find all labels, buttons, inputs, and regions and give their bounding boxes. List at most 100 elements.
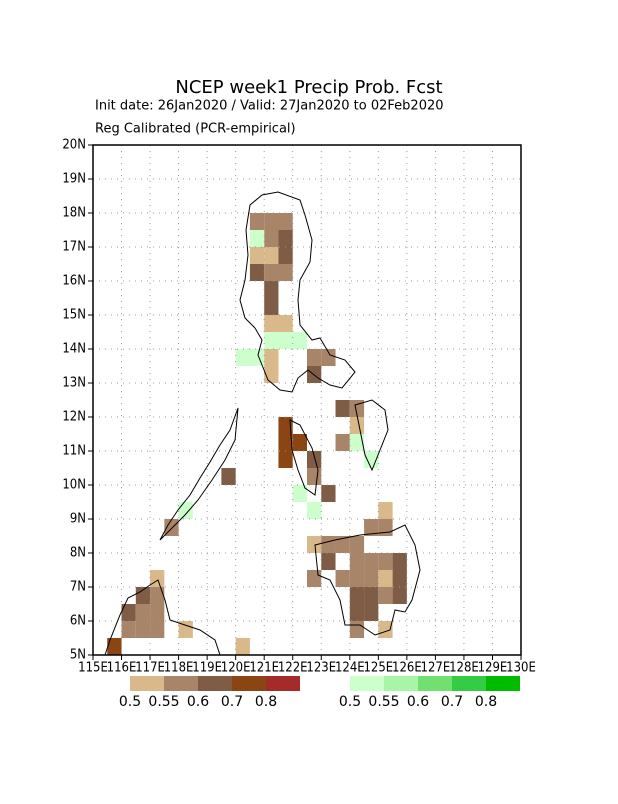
cell (364, 570, 379, 587)
legend-label: 0.5 (119, 694, 141, 710)
x-tick-label: 130E (506, 661, 536, 676)
x-tick-label: 119E (192, 661, 222, 676)
x-tick-label: 125E (363, 661, 393, 676)
cell (121, 604, 136, 621)
cell (378, 553, 393, 570)
cell (264, 247, 279, 264)
grid (93, 145, 521, 655)
cell (278, 247, 293, 264)
cell (278, 213, 293, 230)
cell (307, 570, 322, 587)
cell (135, 604, 151, 621)
cell (121, 621, 136, 638)
coastline (289, 419, 319, 496)
cell (278, 434, 293, 451)
cell (292, 485, 307, 502)
cell (235, 638, 250, 655)
legend-label: 0.6 (187, 694, 209, 710)
x-tick-label: 121E (249, 661, 279, 676)
cell (349, 434, 365, 451)
cell (378, 502, 393, 519)
y-tick-label: 13N (62, 376, 86, 391)
cell (278, 332, 293, 349)
y-tick-label: 5N (70, 648, 86, 663)
cell (264, 281, 279, 298)
cell (150, 604, 165, 621)
cell (335, 400, 350, 417)
x-tick-label: 118E (164, 661, 194, 676)
cell (392, 553, 407, 570)
cell (264, 213, 279, 230)
cell (392, 587, 407, 604)
y-tick-label: 9N (70, 512, 86, 527)
cell (264, 264, 279, 281)
cell (364, 519, 379, 536)
cell (135, 587, 151, 604)
cell (107, 638, 122, 655)
cell (321, 485, 336, 502)
cell (335, 570, 350, 587)
cell (135, 621, 151, 638)
legend-label: 0.7 (221, 694, 243, 710)
axes: 115E116E117E118E119E120E121E122E123E124E… (62, 138, 536, 676)
subtitle: Init date: 26Jan2020 / Valid: 27Jan2020 … (95, 99, 444, 114)
cell (349, 400, 365, 417)
cell (307, 536, 322, 553)
cell (349, 587, 365, 604)
x-tick-label: 126E (392, 661, 422, 676)
cell (264, 298, 279, 315)
cell (264, 230, 279, 247)
cell (264, 349, 279, 366)
legend-swatch (452, 676, 486, 691)
cell (321, 536, 336, 553)
cell (150, 570, 165, 587)
y-tick-label: 14N (62, 342, 86, 357)
cell (178, 621, 193, 638)
cell (235, 349, 250, 366)
x-tick-label: 117E (135, 661, 165, 676)
cell (178, 502, 193, 519)
cell (249, 230, 265, 247)
y-tick-label: 15N (62, 308, 86, 323)
x-tick-label: 128E (449, 661, 479, 676)
legend-swatch (266, 676, 300, 691)
map-frame (92, 144, 522, 656)
cell (307, 468, 322, 485)
coastline (239, 191, 356, 393)
legend-swatch (418, 676, 452, 691)
cell (392, 570, 407, 587)
cell (292, 332, 307, 349)
cell (249, 247, 265, 264)
cell (307, 349, 322, 366)
x-tick-label: 129E (478, 661, 508, 676)
cell (378, 621, 393, 638)
y-tick-label: 7N (70, 580, 86, 595)
cell (349, 604, 365, 621)
y-tick-label: 18N (62, 206, 86, 221)
legend-label: 0.55 (368, 694, 399, 710)
legend-swatch (350, 676, 384, 691)
cell (264, 366, 279, 383)
cell (349, 570, 365, 587)
legend-swatch (198, 676, 232, 691)
y-tick-label: 8N (70, 546, 86, 561)
cell (264, 332, 279, 349)
x-tick-label: 124E (335, 661, 365, 676)
cell (378, 570, 393, 587)
coastline (104, 579, 221, 656)
x-tick-label: 122E (278, 661, 308, 676)
cell (249, 264, 265, 281)
y-tick-label: 10N (62, 478, 86, 493)
x-tick-label: 127E (421, 661, 451, 676)
x-tick-label: 116E (107, 661, 137, 676)
cell (307, 502, 322, 519)
cell (378, 587, 393, 604)
y-tick-label: 20N (62, 138, 86, 153)
x-tick-label: 123E (306, 661, 336, 676)
cell (278, 451, 293, 468)
legend: 0.5 0.55 0.6 0.7 0.8 0.5 0.55 0.6 0.7 0.8 (119, 676, 520, 710)
cell (292, 434, 307, 451)
cell (321, 553, 336, 570)
cell (349, 621, 365, 638)
